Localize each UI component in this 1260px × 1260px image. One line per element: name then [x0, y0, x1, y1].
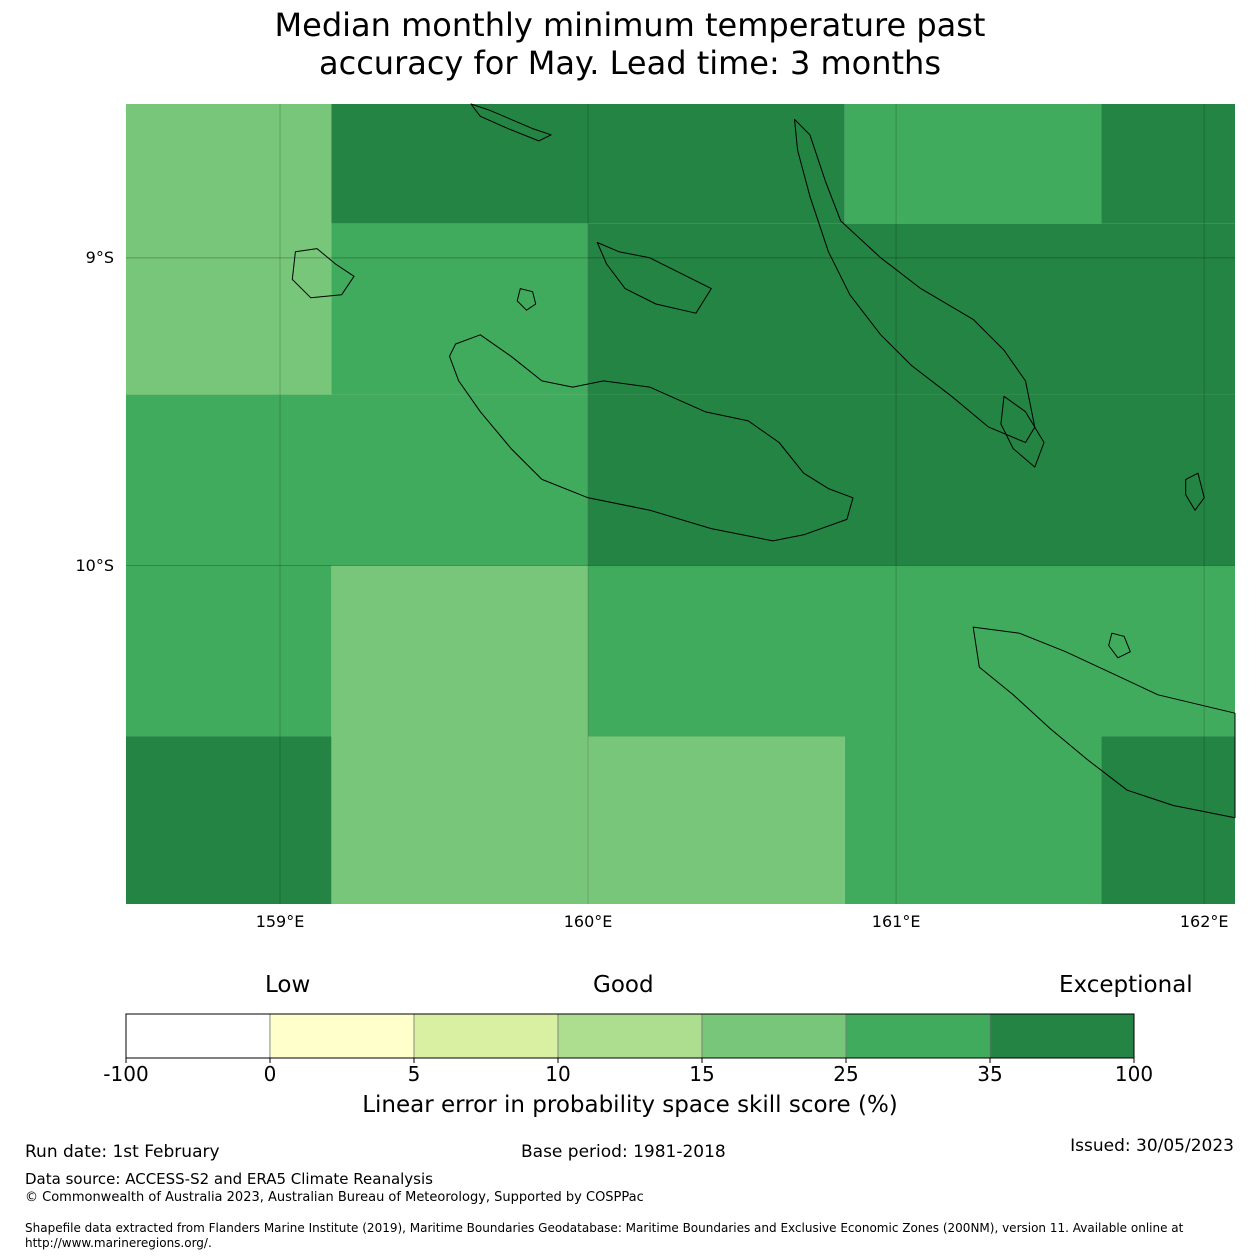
grid-cell [126, 394, 589, 566]
longitude-tick-label: 161°E [871, 912, 921, 931]
copyright-notice: © Commonwealth of Australia 2023, Austra… [25, 1190, 644, 1205]
colorbar-segment [989, 1013, 1135, 1059]
longitude-tick-label: 159°E [255, 912, 305, 931]
category-good-label: Good [593, 972, 654, 998]
shapefile-credit: Shapefile data extracted from Flanders M… [25, 1221, 1184, 1250]
colorbar-tick-label: 15 [689, 1062, 715, 1086]
colorbar-segment [413, 1013, 559, 1059]
island-coastline [516, 288, 537, 311]
island-coastline [794, 118, 1036, 443]
grid-cell [844, 736, 1102, 904]
issued-date: Issued: 30/05/2023 [1070, 1136, 1234, 1156]
grid-cell [588, 565, 1235, 737]
colorbar-segment [845, 1013, 991, 1059]
latitude-tick-label: 10°S [75, 555, 114, 575]
colorbar-segment [557, 1013, 703, 1059]
island-coastline [449, 334, 854, 542]
colorbar [125, 1013, 1135, 1063]
colorbar-tick-label: -100 [103, 1062, 149, 1086]
grid-cell [331, 565, 589, 904]
colorbar-tick-label: 100 [1114, 1062, 1154, 1086]
colorbar-tick-label: 25 [833, 1062, 859, 1086]
island-coastline [291, 248, 355, 299]
grid-cell [1101, 104, 1235, 224]
grid-cell [331, 104, 845, 224]
base-period: Base period: 1981-2018 [521, 1142, 726, 1162]
category-low-label: Low [265, 972, 311, 998]
island-coastline [596, 242, 712, 314]
colorbar-tick-label: 35 [977, 1062, 1003, 1086]
colorbar-tick-label: 5 [407, 1062, 421, 1086]
grid-cells-layer [126, 104, 1235, 904]
grid-cell [588, 223, 1235, 395]
grid-cell [331, 223, 589, 395]
longitude-tick-label: 162°E [1179, 912, 1229, 931]
category-exceptional-label: Exceptional [1059, 972, 1193, 998]
grid-cell [844, 104, 1102, 224]
grid-cell [126, 104, 332, 395]
longitude-tick-label: 160°E [563, 912, 613, 931]
run-date: Run date: 1st February [25, 1142, 220, 1162]
colorbar-segment [125, 1013, 271, 1059]
grid-cell [588, 736, 845, 904]
colorbar-segment [269, 1013, 415, 1059]
map-title: Median monthly minimum temperature past … [0, 6, 1260, 82]
island-coastline [1185, 472, 1205, 511]
title-line-2: accuracy for May. Lead time: 3 months [318, 44, 941, 82]
grid-cell [1101, 736, 1235, 904]
grid-cell [126, 736, 332, 904]
colorbar-tick-label: 10 [545, 1062, 571, 1086]
coastlines-layer [291, 103, 1236, 819]
grid-cell [126, 565, 332, 737]
graticule-layer [126, 104, 1235, 904]
data-source: Data source: ACCESS-S2 and ERA5 Climate … [25, 1170, 433, 1188]
colorbar-tick-label: 0 [263, 1062, 277, 1086]
latitude-tick-label: 9°S [85, 247, 114, 267]
colorbar-frame [125, 1013, 1135, 1059]
island-coastline [1000, 395, 1045, 468]
island-coastline [1108, 632, 1131, 659]
colorbar-segment [701, 1013, 847, 1059]
grid-cell [588, 394, 1235, 566]
colorbar-title: Linear error in probability space skill … [362, 1092, 898, 1118]
title-line-1: Median monthly minimum temperature past [274, 6, 986, 44]
island-coastline [972, 626, 1236, 819]
island-coastline [470, 103, 552, 142]
